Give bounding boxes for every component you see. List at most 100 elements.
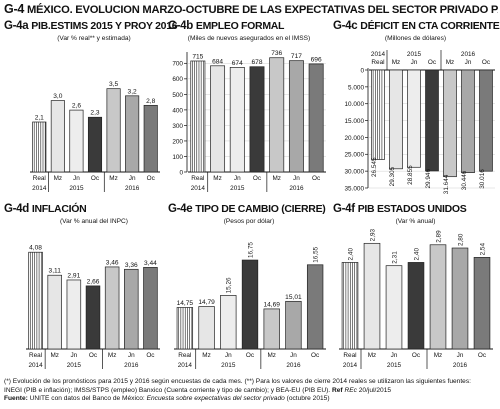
bar <box>249 66 265 173</box>
category-label: Oc <box>91 175 100 182</box>
category-label: Oc <box>147 175 156 182</box>
category-label: Oc <box>412 352 421 359</box>
panel-code: G-4b <box>168 20 193 32</box>
category-label: Mz <box>202 352 211 359</box>
year-label: 2015 <box>407 51 422 58</box>
bar <box>125 95 140 173</box>
bar <box>263 308 280 350</box>
panel-subtitle: (Var % real** y estimada) <box>57 35 131 42</box>
bar-real-2014 <box>341 262 359 350</box>
bar-oc-2016 <box>306 264 324 350</box>
year-label: 2016 <box>453 362 468 369</box>
value-label: 2,8 <box>146 98 155 105</box>
bar-mz-2015 <box>363 242 381 350</box>
panel-g4c: G-4c DÉFICIT EN CTA CORRIENTE (Millones … <box>333 20 500 195</box>
value-label: 29.305 <box>389 166 396 186</box>
bar-jn-2016 <box>285 300 302 350</box>
category-label: Mz <box>368 352 377 359</box>
value-label: 14,69 <box>263 301 280 308</box>
value-label: 3,36 <box>125 262 138 269</box>
bar-mz-2016 <box>104 266 120 350</box>
panel-title: G-4b EMPLEO FORMAL <box>168 20 284 32</box>
bar <box>85 285 101 350</box>
bar-real-2014 <box>190 60 206 173</box>
footnote-ref-date: 20/jul/2015 <box>358 386 392 394</box>
bar <box>425 69 439 172</box>
bar-oc-2015 <box>425 69 439 172</box>
figure-code: G-4 <box>4 2 25 16</box>
value-label: 30.016 <box>479 169 486 189</box>
panel-title: G-4d INFLACIÓN <box>4 203 87 215</box>
y-tick-label: 10.000 <box>344 101 364 108</box>
year-label: 2015 <box>387 362 402 369</box>
bar <box>106 88 121 173</box>
y-tick-label: 30.000 <box>344 169 364 176</box>
panel-name: INFLACIÓN <box>31 203 87 215</box>
bar <box>28 251 43 350</box>
bar <box>288 60 304 173</box>
panel-title: G-4c DÉFICIT EN CTA CORRIENTE <box>333 20 500 32</box>
value-label: 2,89 <box>435 230 442 243</box>
figure-title: G-4 MÉXICO. EVOLUCION MARZO-OCTUBRE DE L… <box>4 2 498 18</box>
bar <box>229 67 245 173</box>
bar-mz-2015 <box>50 100 65 173</box>
bar-mz-2016 <box>263 308 280 350</box>
value-label: 14,79 <box>198 299 215 306</box>
year-label: 2014 <box>28 362 43 369</box>
category-label: Jn <box>457 352 464 359</box>
bar <box>407 69 421 168</box>
bar <box>363 242 381 350</box>
bar <box>176 307 194 350</box>
value-label: 14,75 <box>177 300 194 307</box>
category-label: Mz <box>446 59 455 66</box>
y-tick-label: 35.000 <box>344 185 364 192</box>
panel-title: G-4e TIPO DE CAMBIO (CIERRE) <box>168 203 326 215</box>
value-label: 15,26 <box>226 277 233 293</box>
bar <box>479 69 493 172</box>
value-label: 2,93 <box>369 228 376 241</box>
panel-name: TIPO DE CAMBIO (CIERRE) <box>195 203 326 215</box>
y-tick-label: 0 <box>179 169 183 176</box>
bar-jn-2016 <box>451 247 469 350</box>
bar <box>285 300 302 350</box>
value-label: 736 <box>271 50 282 57</box>
year-label: 2014 <box>32 185 47 192</box>
bar-oc-2016 <box>473 257 491 350</box>
y-tick-label: 100 <box>172 154 183 161</box>
bar <box>371 69 385 160</box>
panel-code: G-4a <box>4 20 29 32</box>
bar-oc-2015 <box>85 285 101 350</box>
bar-mz-2016 <box>269 57 285 173</box>
value-label: 16,75 <box>247 242 254 258</box>
panel-title: G-4f PIB ESTADOS UNIDOS <box>333 203 467 215</box>
footnote-line-2: INEGI (PIB e inflación); IMSS/STPS (empl… <box>4 387 498 396</box>
panel-subtitle: (Pesos por dólar) <box>223 218 275 225</box>
bar-oc-2015 <box>241 259 259 350</box>
category-label: Oc <box>89 352 98 359</box>
bar-real-2014 <box>371 69 385 160</box>
bar <box>241 259 259 350</box>
footnote-source-title: Encuesta sobre expectativas del sector p… <box>146 395 285 403</box>
bar-jn-2015 <box>220 295 237 350</box>
chart-g4b: 0 100 200 300 400 500 600 700 715 Real 684 Mz 674 Jn 6… <box>172 50 326 192</box>
footnote-source: Fuente: UNITÉ con datos del Banco de Méx… <box>4 395 498 404</box>
panel-title: G-4a PIB.ESTIMS 2015 Y PROY 2016 <box>4 20 178 32</box>
panel-code: G-4e <box>168 203 193 215</box>
bar-real-2014 <box>28 251 43 350</box>
category-label: Real <box>178 352 191 359</box>
y-tick-label: 25.000 <box>344 152 364 159</box>
value-label: 28.855 <box>407 165 414 185</box>
bar <box>210 65 226 173</box>
category-label: Jn <box>234 175 241 182</box>
category-label: Jn <box>411 59 418 66</box>
panel-name: PIB ESTADOS UNIDOS <box>357 203 467 215</box>
category-label: Jn <box>70 352 77 359</box>
value-label: 715 <box>192 53 203 60</box>
value-label: 31.644 <box>443 174 450 194</box>
bar-mz-2015 <box>210 65 226 173</box>
bar <box>66 279 82 350</box>
category-label: Real <box>33 175 46 182</box>
value-label: 2,1 <box>35 115 44 122</box>
panel-name: PIB.ESTIMS 2015 Y PROY 2016 <box>31 20 178 32</box>
value-label: 2,3 <box>90 110 99 117</box>
